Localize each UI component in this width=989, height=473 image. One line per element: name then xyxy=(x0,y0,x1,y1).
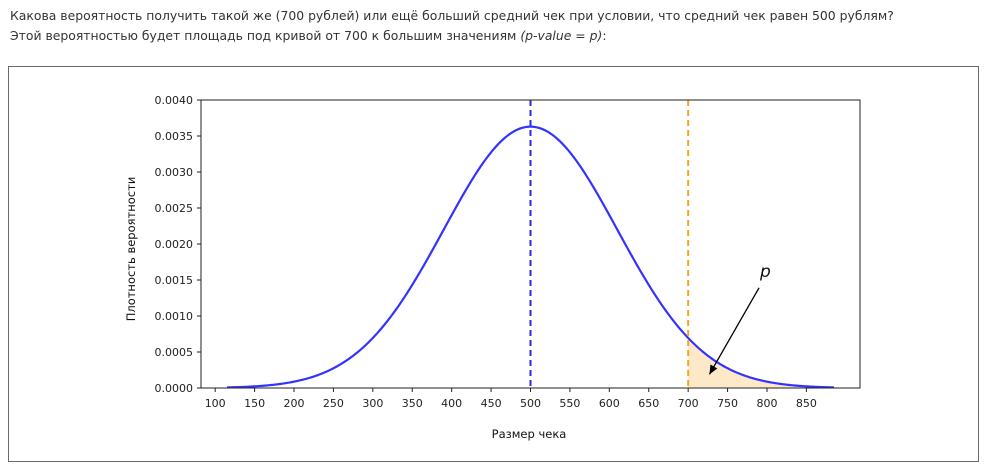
p-annotation-arrow xyxy=(708,287,760,375)
x-tick-label: 250 xyxy=(323,397,344,410)
y-axis-label: Плотность вероятности xyxy=(124,177,138,322)
x-tick-label: 800 xyxy=(756,397,777,410)
p-annotation-arrowhead xyxy=(709,364,718,375)
figure-frame: 100 150 200 250 300 350 400 450 500 550 600 650 700 7… xyxy=(8,66,979,462)
y-tick-label: 0.0000 xyxy=(155,382,194,395)
x-tick-label: 600 xyxy=(599,397,620,410)
x-tick-label: 200 xyxy=(284,397,305,410)
question-line-2-text: Этой вероятностью будет площадь под крив… xyxy=(10,28,521,43)
x-tick-label: 100 xyxy=(205,397,226,410)
x-tick-label: 650 xyxy=(638,397,659,410)
x-tick-label: 300 xyxy=(362,397,383,410)
y-tick-label: 0.0010 xyxy=(155,310,194,323)
pvalue-formula: (p-value = p) xyxy=(520,28,603,43)
probability-density-chart: 100 150 200 250 300 350 400 450 500 550 600 650 700 7… xyxy=(124,94,861,441)
density-curve xyxy=(226,125,835,389)
x-axis-label: Размер чека xyxy=(492,427,567,441)
x-tick-label: 850 xyxy=(796,397,817,410)
x-tick-label: 750 xyxy=(717,397,738,410)
y-tick-label: 0.0015 xyxy=(155,274,194,287)
x-tick-label: 500 xyxy=(520,397,541,410)
y-tick-label: 0.0035 xyxy=(155,130,194,143)
question-line-2: Этой вероятностью будет площадь под крив… xyxy=(10,26,980,46)
x-tick-label: 450 xyxy=(481,397,502,410)
question-text: Какова вероятность получить такой же (70… xyxy=(10,6,980,46)
x-tick-label: 150 xyxy=(244,397,265,410)
x-tick-label: 700 xyxy=(678,397,699,410)
x-tick-label: 550 xyxy=(559,397,580,410)
question-line-1: Какова вероятность получить такой же (70… xyxy=(10,8,894,23)
x-tick-label: 350 xyxy=(402,397,423,410)
y-tick-label: 0.0005 xyxy=(155,346,194,359)
y-tick-label: 0.0040 xyxy=(155,94,194,107)
x-tick-label: 400 xyxy=(441,397,462,410)
p-value-shaded-area xyxy=(688,337,834,388)
question-line-2-colon: : xyxy=(602,28,607,43)
y-tick-label: 0.0030 xyxy=(155,166,194,179)
y-tick-label: 0.0020 xyxy=(155,238,194,251)
y-tick-label: 0.0025 xyxy=(155,202,194,215)
p-annotation-label: p xyxy=(759,262,771,282)
